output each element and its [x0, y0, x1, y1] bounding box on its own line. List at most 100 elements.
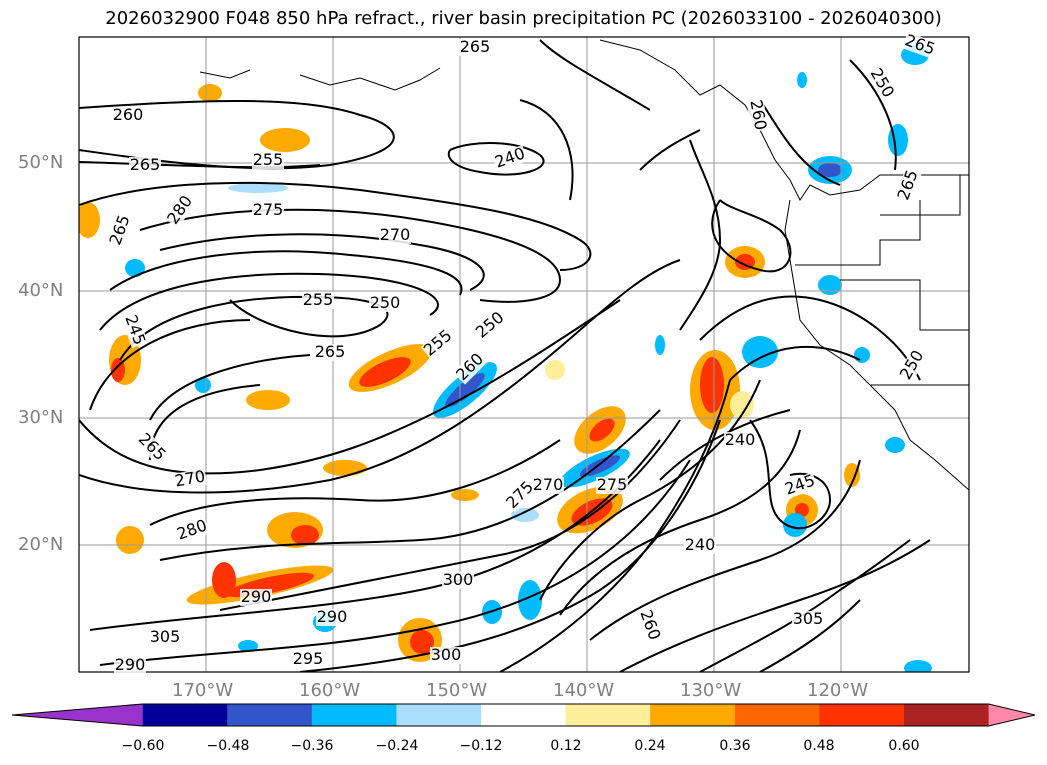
coastlines: [199, 39, 969, 491]
contour-label-bg: [472, 308, 509, 343]
contour-label-bg: [596, 477, 628, 494]
contour-label: 250: [867, 65, 899, 101]
lon-label-120w: 120°W: [807, 680, 869, 701]
contour-label: 290: [115, 655, 146, 674]
contour-label-bg: [252, 152, 284, 169]
lon-label-160w: 160°W: [299, 680, 361, 701]
contour-label: 265: [130, 155, 161, 174]
lon-label-170w: 170°W: [172, 680, 234, 701]
contour-label-bg: [164, 192, 197, 229]
contour-label: 250: [472, 308, 508, 342]
contour-label-bg: [316, 609, 348, 626]
colorbar-tick-label: 0.12: [550, 738, 582, 754]
contour-label: 270: [173, 466, 206, 490]
contour-label-bg: [149, 629, 181, 646]
contour-label-bg: [369, 295, 401, 312]
colorbar-segment: [904, 704, 990, 726]
colorbar-tick-label: 0.24: [634, 738, 666, 754]
contour-label: 270: [380, 225, 411, 244]
contour-label-bg: [442, 572, 474, 589]
colorbar: [11, 703, 1036, 727]
lon-label-140w: 140°W: [553, 680, 615, 701]
contour-label-bg: [252, 202, 284, 219]
contour-label: 240: [492, 143, 527, 171]
contour-label: 300: [431, 645, 462, 664]
colorbar-segment: [734, 704, 820, 726]
contour-label-bg: [453, 350, 488, 385]
contour-label-bg: [107, 212, 134, 249]
colorbar-tick-label: 0.60: [888, 738, 920, 754]
contour-label: 275: [597, 475, 628, 494]
contour-label-bg: [895, 167, 922, 204]
contour-label: 260: [113, 105, 144, 124]
colorbar-tick-label: 0.36: [719, 738, 751, 754]
contour-label-bg: [532, 477, 564, 494]
contour-label-bg: [746, 97, 769, 133]
contour-label-bg: [503, 478, 538, 513]
contour-label-bg: [240, 589, 272, 606]
colorbar-left-extension: [12, 704, 143, 726]
contour-label-bg: [430, 647, 462, 664]
contour-label: 290: [241, 587, 272, 606]
contour-label: 265: [315, 342, 346, 361]
contour-label-bg: [379, 227, 411, 244]
contour-label: 280: [174, 515, 209, 543]
contour-label-bg: [792, 611, 824, 628]
contour-label-bg: [174, 517, 211, 544]
contour-label-bg: [172, 468, 208, 491]
contour-label-bg: [684, 537, 716, 554]
contour-label-bg: [782, 472, 819, 499]
lat-label-30n: 30°N: [18, 407, 64, 428]
contour-label-bg: [134, 430, 169, 465]
contour-label: 270: [533, 475, 564, 494]
gridlines: [79, 37, 969, 672]
contour-label: 250: [370, 293, 401, 312]
contour-label-bg: [121, 312, 148, 349]
contour-label: 305: [150, 627, 181, 646]
contour-label: 295: [293, 649, 324, 668]
contour-label-bg: [866, 65, 897, 102]
contour-label: 265: [893, 167, 921, 202]
contour-label-bg: [420, 326, 457, 361]
contour-label: 255: [253, 150, 284, 169]
colorbar-outline: [11, 703, 1036, 727]
map-title: 2026032900 F048 850 hPa refract., river …: [105, 8, 942, 29]
lon-label-130w: 130°W: [680, 680, 742, 701]
contour-label-bg: [492, 145, 529, 172]
contour-label-bg: [112, 107, 144, 124]
contour-label: 290: [317, 607, 348, 626]
colorbar-tick-label: −0.60: [121, 738, 165, 754]
contour-label: 265: [460, 37, 491, 56]
colorbar-right-extension: [988, 704, 1035, 726]
contour-label: 275: [253, 200, 284, 219]
colorbar-segment: [650, 704, 736, 726]
lat-label-40n: 40°N: [18, 280, 64, 301]
contour-label-bg: [302, 292, 334, 309]
colorbar-tick-label: −0.36: [290, 738, 334, 754]
colorbar-segment: [481, 704, 567, 726]
colorbar-segment: [142, 704, 228, 726]
colorbar-segment: [227, 704, 313, 726]
contour-label: 265: [105, 212, 133, 247]
colorbar-tick-label: −0.48: [206, 738, 250, 754]
colorbar-segment: [396, 704, 482, 726]
contour-label: 260: [746, 98, 770, 131]
contour-label-bg: [314, 344, 346, 361]
colorbar-tick-label: 0.48: [803, 738, 835, 754]
contour-label: 260: [636, 607, 664, 642]
lon-label-150w: 150°W: [426, 680, 488, 701]
contour-label-bg: [459, 39, 491, 56]
contour-label: 300: [443, 570, 474, 589]
contour-label: 305: [793, 609, 824, 628]
lat-label-50n: 50°N: [18, 152, 64, 173]
lat-label-20n: 20°N: [18, 534, 64, 555]
contour-label-bg: [129, 157, 161, 174]
contour-label-bg: [724, 432, 756, 449]
contour-label-bg: [636, 607, 663, 644]
colorbar-tick-label: −0.24: [375, 738, 419, 754]
plot-frame: [78, 36, 970, 673]
colorbar-segment: [819, 704, 905, 726]
contour-label-bg: [114, 657, 146, 674]
contour-label: 240: [725, 430, 756, 449]
